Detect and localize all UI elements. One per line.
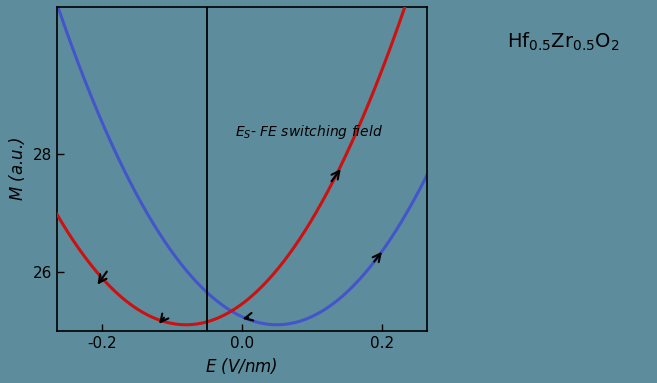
Text: $E_S$- FE switching field: $E_S$- FE switching field [235, 123, 383, 141]
X-axis label: $E$ (V/nm): $E$ (V/nm) [206, 356, 279, 376]
Text: Hf$_{0.5}$Zr$_{0.5}$O$_2$: Hf$_{0.5}$Zr$_{0.5}$O$_2$ [507, 31, 620, 54]
Y-axis label: $M$ (a.u.): $M$ (a.u.) [7, 137, 27, 201]
